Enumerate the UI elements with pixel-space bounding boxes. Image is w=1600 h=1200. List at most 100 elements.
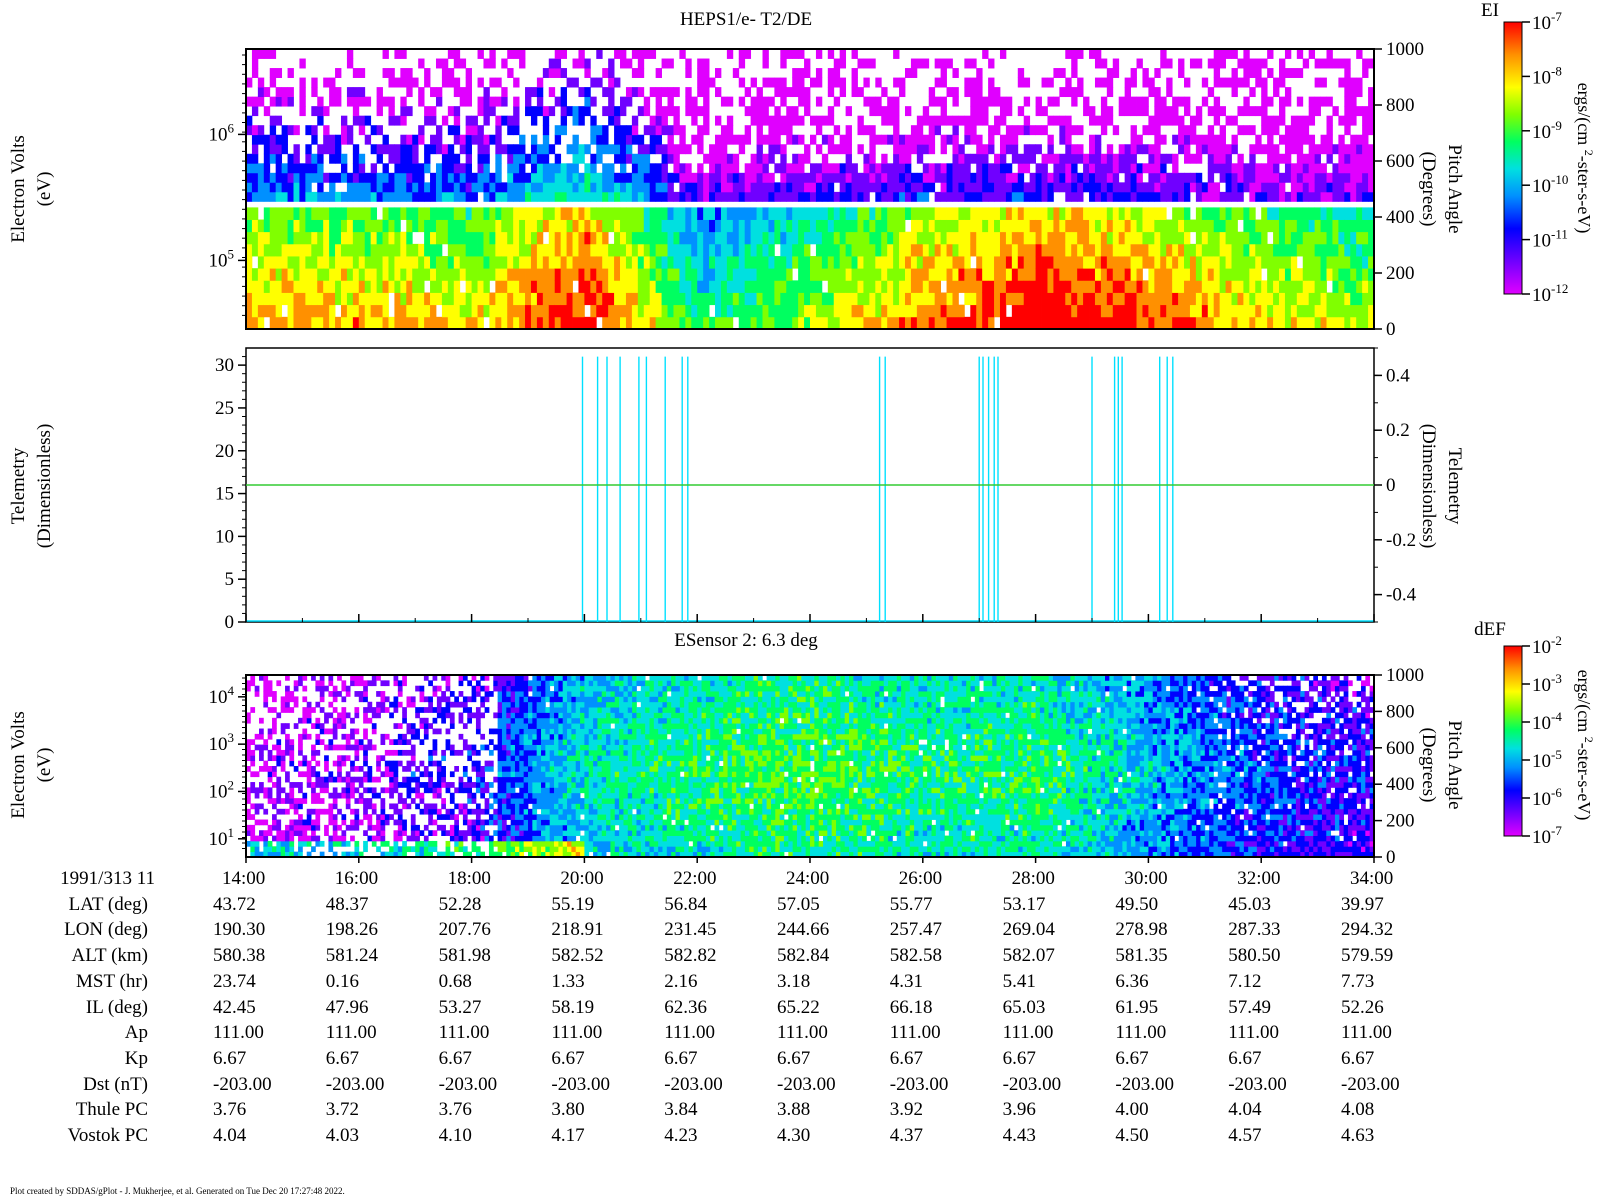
top-cell (685, 256, 692, 269)
top-cell (1362, 182, 1369, 193)
top-cell (910, 316, 918, 330)
top-cell (899, 268, 906, 281)
top-cell (1243, 49, 1250, 59)
top-cell (424, 243, 431, 257)
bottom-cell (406, 696, 412, 703)
bottom-cell (432, 808, 438, 815)
top-cell (649, 280, 657, 293)
bottom-cell (415, 685, 420, 692)
top-cell (679, 219, 686, 233)
bottom-cell (328, 776, 334, 783)
top-cell (382, 182, 389, 193)
top-cell (792, 207, 799, 220)
top-cell (732, 243, 740, 257)
top-cell (1273, 153, 1280, 164)
top-cell (1041, 316, 1048, 330)
top-cell (1041, 182, 1048, 193)
top-cell (679, 304, 686, 318)
top-cell (1089, 304, 1096, 318)
top-cell (643, 292, 651, 306)
bottom-cell (289, 819, 295, 826)
top-cell (1284, 231, 1292, 245)
top-cell (1267, 68, 1274, 78)
top-cell (263, 49, 271, 59)
top-cell (263, 172, 271, 183)
bottom-cell (397, 723, 403, 729)
top-cell (542, 125, 550, 136)
top-cell (910, 243, 918, 257)
bottom-cell (389, 803, 394, 810)
top-cell (1207, 144, 1215, 155)
top-cell (940, 243, 947, 257)
top-cell (1005, 280, 1013, 293)
top-cell (447, 316, 455, 330)
bottom-cell (285, 707, 290, 713)
top-cell (928, 280, 936, 293)
top-cell (631, 292, 639, 306)
top-cell (762, 77, 769, 88)
top-cell (732, 304, 740, 318)
top-cell (827, 144, 835, 155)
top-cell (726, 231, 734, 245)
top-cell (1071, 68, 1078, 78)
top-cell (590, 243, 597, 257)
top-cell (542, 153, 550, 164)
top-cell (1035, 243, 1042, 257)
top-cell (857, 304, 864, 318)
bottom-cell (298, 787, 303, 794)
top-cell (1261, 219, 1268, 233)
top-cell (430, 316, 437, 330)
top-cell (1290, 231, 1298, 245)
top-cell (430, 243, 437, 257)
top-cell (1053, 280, 1060, 293)
top-cell (631, 219, 639, 233)
top-cell (1225, 49, 1232, 59)
top-cell (881, 163, 888, 174)
top-cell (1207, 256, 1215, 269)
bottom-cell (410, 723, 416, 729)
top-cell (738, 191, 746, 202)
top-cell (839, 182, 847, 193)
top-cell (1053, 68, 1060, 78)
top-cell (744, 243, 752, 257)
top-cell (934, 292, 942, 306)
top-cell (584, 58, 591, 69)
top-cell (1142, 106, 1149, 117)
top-cell (715, 292, 722, 306)
top-cell (400, 191, 407, 202)
top-cell (821, 243, 829, 257)
top-cell (548, 231, 556, 245)
bottom-cell (276, 712, 282, 719)
top-cell (976, 87, 983, 98)
top-cell (584, 163, 591, 174)
top-right-tick-label: 200 (1386, 263, 1415, 284)
top-cell (1059, 68, 1066, 78)
bottom-cell (384, 707, 390, 713)
top-cell (1290, 182, 1298, 193)
top-cell (964, 58, 971, 69)
top-cell (833, 144, 841, 155)
top-cell (530, 268, 538, 281)
bottom-cell (428, 808, 433, 815)
top-cell (400, 256, 407, 269)
top-cell (940, 182, 947, 193)
top-cell (1017, 219, 1025, 233)
top-cell (477, 182, 484, 193)
top-cell (1136, 163, 1143, 174)
top-cell (495, 268, 502, 281)
top-cell (940, 256, 947, 269)
top-cell (649, 268, 657, 281)
bottom-cell (345, 851, 351, 858)
bottom-cell (363, 803, 368, 810)
bottom-cell (376, 824, 381, 831)
top-cell (720, 243, 728, 257)
top-cell (976, 304, 983, 318)
top-cell (1219, 243, 1226, 257)
top-cell (311, 125, 318, 136)
bottom-cell (402, 846, 407, 853)
top-cell (317, 231, 324, 245)
top-cell (709, 163, 716, 174)
top-cell (1237, 316, 1244, 330)
top-cell (887, 231, 894, 245)
top-cell (1011, 280, 1019, 293)
